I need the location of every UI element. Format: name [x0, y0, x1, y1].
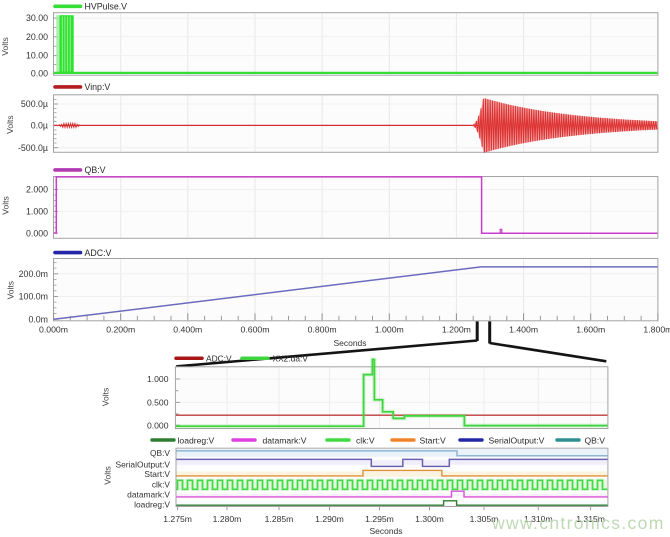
svg-text:Vinp:V: Vinp:V — [85, 82, 111, 92]
svg-text:datamark:V: datamark:V — [127, 490, 170, 500]
svg-text:HVPulse.V: HVPulse.V — [85, 2, 128, 12]
svg-text:1.310m: 1.310m — [524, 514, 553, 524]
svg-text:clk:V: clk:V — [152, 480, 171, 490]
svg-text:500.0µ: 500.0µ — [21, 99, 48, 109]
svg-text:Volts: Volts — [1, 196, 11, 214]
svg-text:datamark:V: datamark:V — [263, 435, 307, 445]
svg-text:1.300m: 1.300m — [415, 514, 444, 524]
svg-text:1.400m: 1.400m — [509, 324, 538, 334]
svg-text:ADC:V: ADC:V — [206, 354, 232, 364]
svg-text:0.000: 0.000 — [26, 228, 48, 238]
svg-text:0.000m: 0.000m — [39, 324, 68, 334]
svg-text:-500.0µ: -500.0µ — [18, 143, 48, 153]
svg-text:QB:V: QB:V — [150, 448, 170, 458]
svg-text:1.000m: 1.000m — [375, 324, 404, 334]
svg-text:0.200m: 0.200m — [106, 324, 135, 334]
svg-text:SerialOutput:V: SerialOutput:V — [489, 435, 545, 445]
svg-text:200.0m: 200.0m — [19, 269, 48, 279]
svg-text:1.000: 1.000 — [26, 207, 48, 217]
svg-text:0.500: 0.500 — [147, 398, 169, 408]
svg-text:1.295m: 1.295m — [365, 514, 394, 524]
svg-text:1.000: 1.000 — [147, 374, 169, 384]
svg-text:1.200m: 1.200m — [442, 324, 471, 334]
svg-text:0.0m: 0.0m — [28, 314, 48, 324]
svg-text:Volts: Volts — [103, 466, 113, 484]
svg-text:Start:V: Start:V — [144, 469, 170, 479]
svg-text:20.00: 20.00 — [26, 32, 48, 42]
svg-text:2.000: 2.000 — [26, 185, 48, 195]
svg-text:0.400m: 0.400m — [173, 324, 202, 334]
svg-text:SerialOutput:V: SerialOutput:V — [116, 460, 171, 470]
svg-text:Volts: Volts — [5, 115, 15, 133]
svg-text:Seconds: Seconds — [369, 526, 402, 536]
svg-text:100.0m: 100.0m — [19, 292, 48, 302]
svg-text:1.290m: 1.290m — [315, 514, 344, 524]
svg-text:loadreg:V: loadreg:V — [178, 435, 215, 445]
svg-text:0.0µ: 0.0µ — [31, 121, 48, 131]
svg-text:clk:V: clk:V — [356, 435, 375, 445]
svg-text:Volts: Volts — [5, 281, 15, 299]
svg-text:1.285m: 1.285m — [265, 514, 294, 524]
svg-text:XX2.da:V: XX2.da:V — [273, 354, 309, 364]
svg-text:0.800m: 0.800m — [308, 324, 337, 334]
svg-text:www.cntronics.com: www.cntronics.com — [491, 513, 665, 533]
svg-text:ADC:V: ADC:V — [85, 248, 112, 258]
svg-text:loadreg:V: loadreg:V — [134, 500, 170, 510]
svg-text:Start:V: Start:V — [420, 435, 447, 445]
svg-text:0.000: 0.000 — [147, 420, 169, 430]
svg-text:QB:V: QB:V — [585, 435, 606, 445]
svg-text:1.315m: 1.315m — [576, 514, 605, 524]
svg-text:1.275m: 1.275m — [163, 514, 192, 524]
svg-text:30.00: 30.00 — [26, 13, 48, 23]
svg-text:1.800m: 1.800m — [643, 324, 670, 334]
svg-text:0.600m: 0.600m — [241, 324, 270, 334]
svg-text:Volts: Volts — [101, 388, 111, 406]
svg-text:QB:V: QB:V — [85, 165, 106, 175]
svg-text:Volts: Volts — [0, 37, 10, 55]
svg-text:1.600m: 1.600m — [576, 324, 605, 334]
svg-text:1.305m: 1.305m — [470, 514, 499, 524]
svg-text:Seconds: Seconds — [333, 338, 366, 348]
svg-text:0.00: 0.00 — [31, 68, 48, 78]
svg-text:1.280m: 1.280m — [213, 514, 242, 524]
svg-text:10.00: 10.00 — [26, 51, 48, 61]
